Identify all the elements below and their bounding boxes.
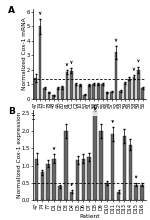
Bar [97, 84, 99, 99]
Bar [57, 88, 59, 99]
Bar [79, 85, 82, 99]
Bar [140, 185, 144, 200]
Bar [115, 52, 117, 99]
Bar [66, 72, 68, 99]
Bar [82, 159, 85, 200]
Bar [128, 79, 131, 99]
Bar [101, 84, 104, 99]
Bar [52, 159, 56, 200]
Text: B: B [8, 107, 15, 116]
Bar [92, 84, 95, 99]
Bar [99, 131, 103, 200]
Bar [75, 84, 77, 99]
Bar [117, 192, 120, 200]
Bar [48, 92, 50, 99]
Bar [110, 92, 113, 99]
Bar [70, 192, 74, 200]
Bar [111, 134, 114, 200]
Bar [83, 95, 86, 99]
X-axis label: Patient: Patient [79, 110, 99, 115]
Bar [39, 26, 42, 99]
Bar [34, 78, 37, 99]
Bar [52, 95, 55, 99]
Bar [41, 172, 44, 200]
Bar [137, 70, 140, 99]
Bar [119, 91, 122, 99]
Bar [58, 186, 62, 200]
Bar [43, 88, 46, 99]
Bar [124, 83, 126, 99]
Bar [141, 88, 144, 99]
Bar [64, 131, 68, 200]
Bar [76, 160, 79, 200]
Bar [129, 145, 132, 200]
Bar [123, 136, 126, 200]
Bar [133, 77, 135, 99]
Bar [70, 71, 73, 99]
Bar [46, 164, 50, 200]
Bar [134, 185, 138, 200]
Text: A: A [8, 6, 15, 15]
Bar [61, 87, 64, 99]
Bar [88, 85, 91, 99]
X-axis label: Patient: Patient [79, 214, 99, 219]
Bar [106, 92, 108, 99]
Bar [35, 159, 38, 200]
Bar [93, 112, 97, 200]
Bar [87, 157, 91, 200]
Bar [105, 183, 109, 200]
Y-axis label: Normalized Cox-1 expression: Normalized Cox-1 expression [17, 112, 22, 198]
Text: 40: 40 [92, 105, 98, 110]
Y-axis label: Normalized Cox-1 mRNA: Normalized Cox-1 mRNA [22, 18, 27, 90]
